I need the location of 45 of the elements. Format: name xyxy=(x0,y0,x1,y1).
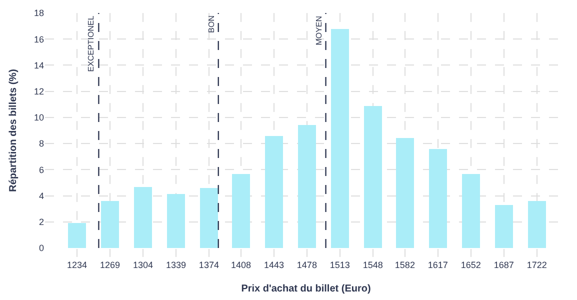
x-tick-label: 1339 xyxy=(166,260,186,270)
y-tick-label: 14 xyxy=(34,60,44,70)
y-tick-label: 4 xyxy=(38,190,44,201)
bar xyxy=(134,187,152,248)
bar xyxy=(331,29,349,248)
x-tick-label: 1513 xyxy=(330,260,350,270)
y-axis-title: Répartition des billets (%) xyxy=(8,69,19,192)
bar xyxy=(429,149,447,248)
x-tick-label: 1722 xyxy=(526,260,547,270)
bar xyxy=(68,223,86,248)
x-tick-label: 1582 xyxy=(394,260,415,270)
bar xyxy=(495,205,513,248)
bar xyxy=(101,201,119,248)
x-tick-label: 1478 xyxy=(296,260,317,270)
ref-line-label: EXCEPTIONEL xyxy=(86,15,96,72)
y-tick-label: 2 xyxy=(38,217,44,228)
ref-line-label: BON xyxy=(206,15,216,33)
bar xyxy=(528,201,546,248)
y-tick-label: 6 xyxy=(38,164,44,175)
y-tick-label: 18 xyxy=(34,8,44,18)
x-tick-label: 1617 xyxy=(428,260,448,270)
bar xyxy=(232,174,250,248)
bar xyxy=(364,106,382,248)
x-tick-label: 1548 xyxy=(362,260,383,270)
x-tick-label: 1269 xyxy=(100,260,120,270)
ref-line-label: MOYEN xyxy=(314,16,324,46)
y-tick-label: 16 xyxy=(34,34,44,44)
bar xyxy=(298,125,316,248)
y-tick-label: 0 xyxy=(38,243,44,254)
bar xyxy=(200,188,218,248)
bar xyxy=(167,194,185,248)
x-axis-title: Prix d'achat du billet (Euro) xyxy=(241,283,371,294)
bar xyxy=(462,174,480,248)
y-tick-label: 12 xyxy=(34,86,44,96)
bar xyxy=(265,136,283,248)
x-tick-label: 1443 xyxy=(264,260,284,270)
x-tick-label: 1652 xyxy=(460,260,481,270)
bar xyxy=(396,138,414,248)
y-tick-label: 10 xyxy=(34,112,44,123)
x-tick-label: 1408 xyxy=(230,260,252,270)
y-tick-label: 8 xyxy=(38,138,44,149)
x-tick-label: 1687 xyxy=(494,260,514,270)
x-tick-label: 1374 xyxy=(198,260,219,270)
x-tick-label: 1304 xyxy=(132,260,154,270)
x-tick-label: 1234 xyxy=(67,260,88,270)
